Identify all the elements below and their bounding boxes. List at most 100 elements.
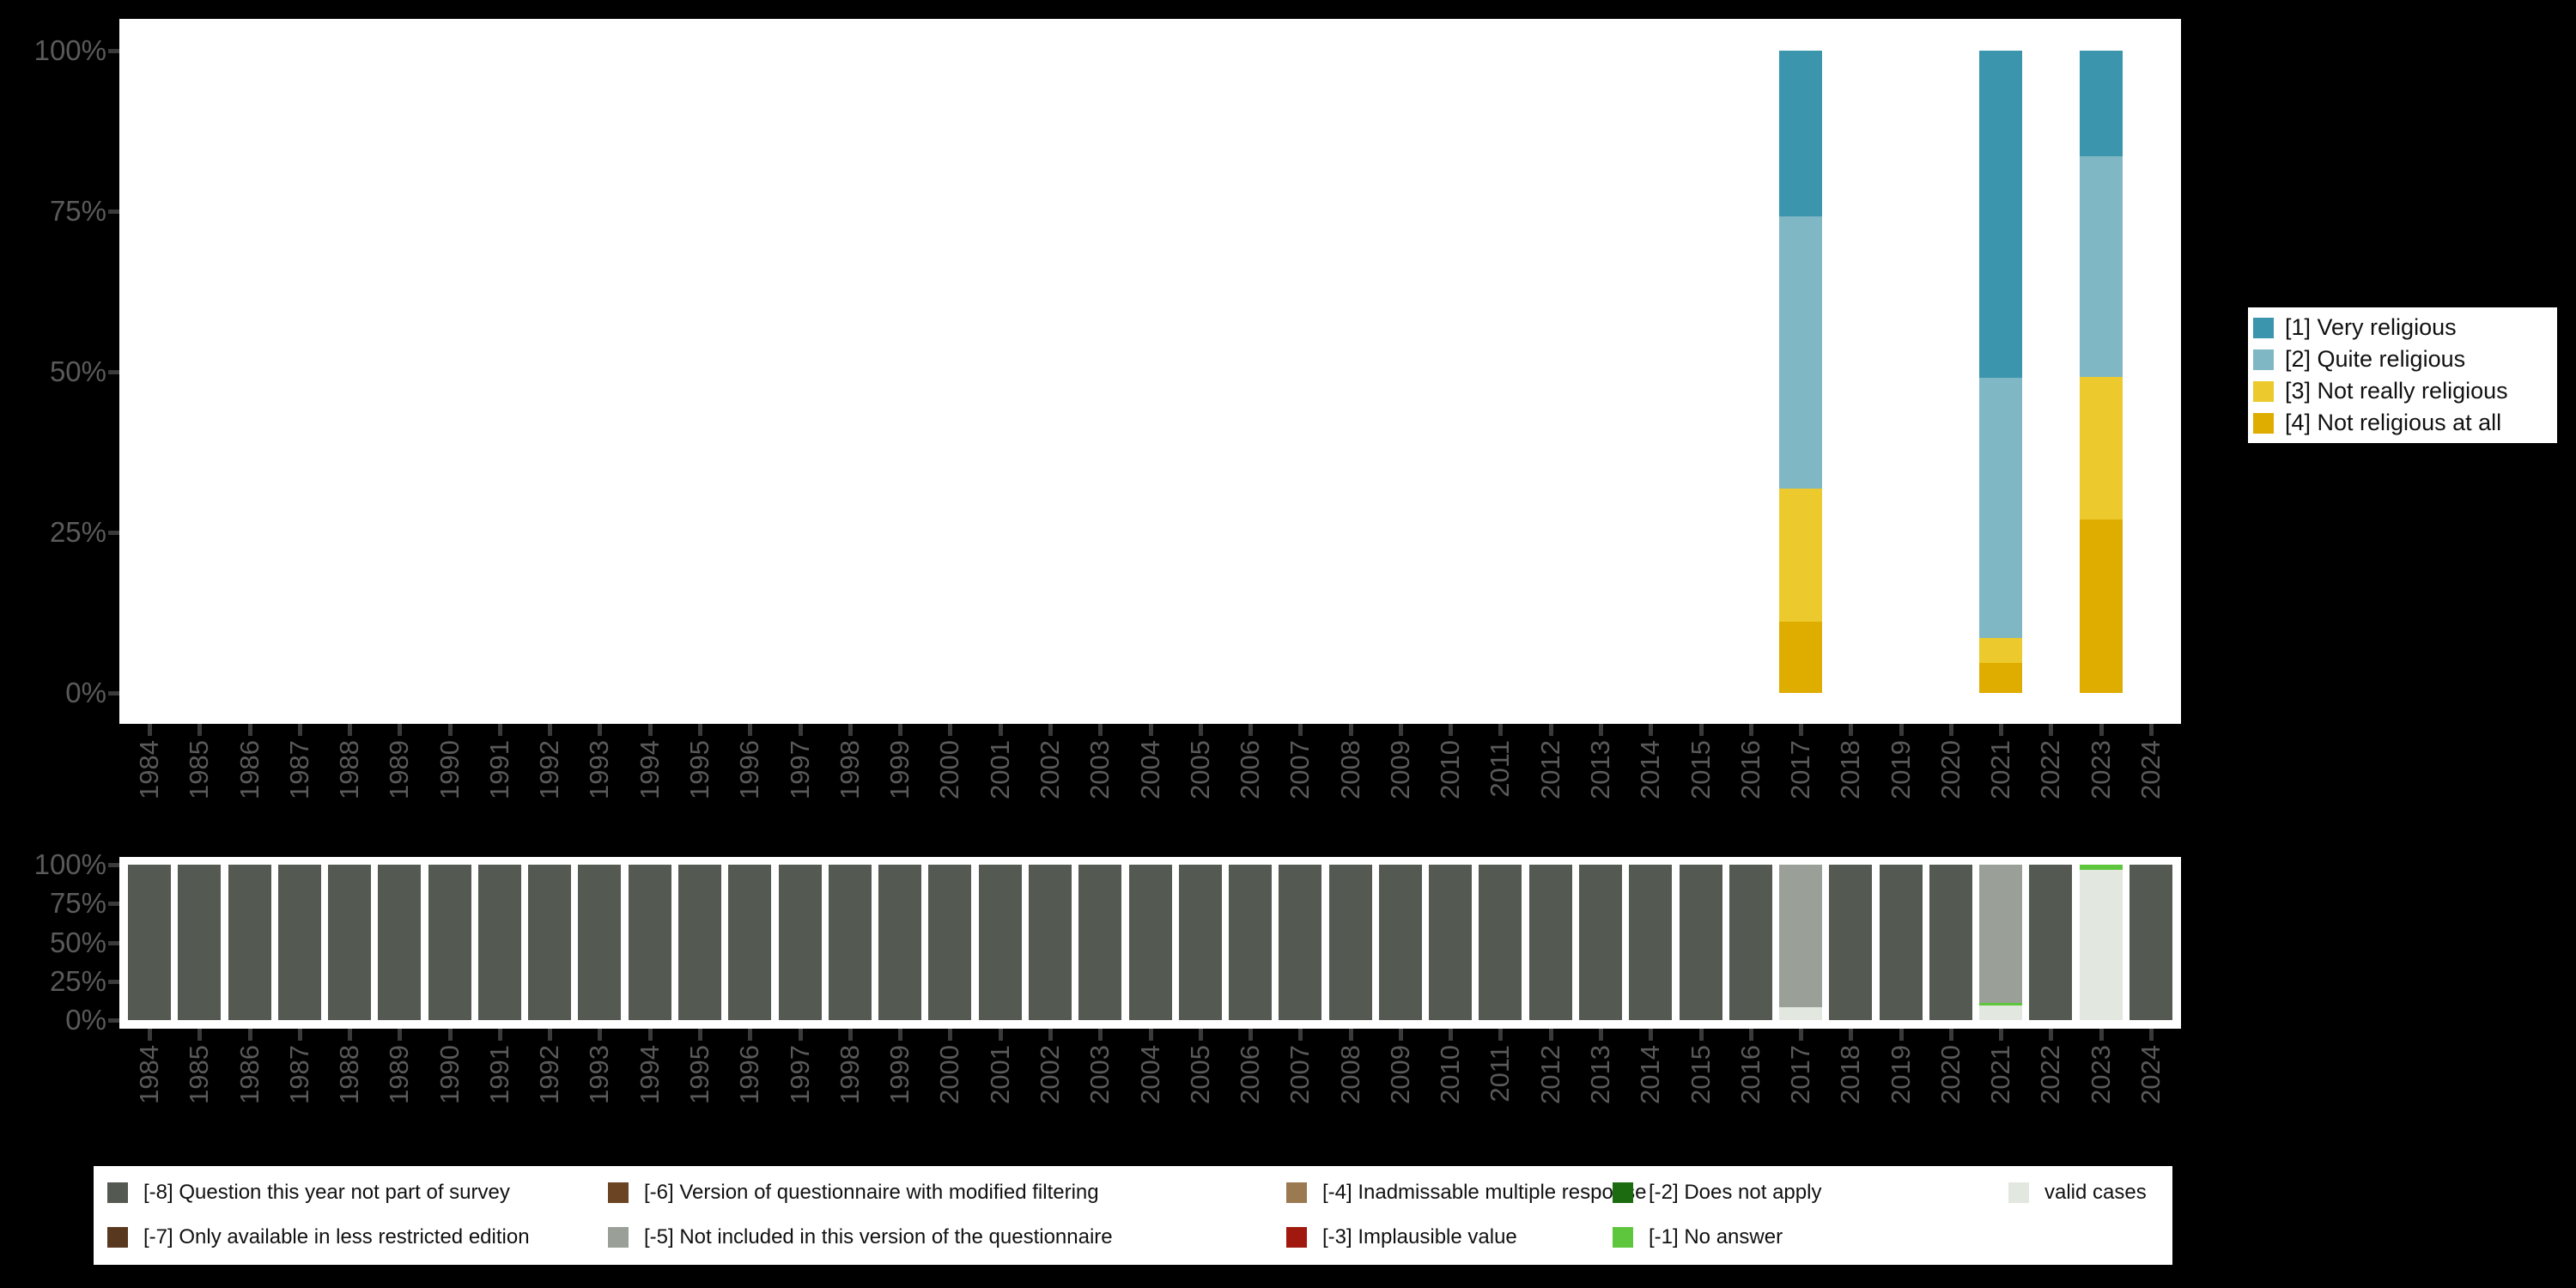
- x-axis-year-label: 2005: [1184, 1045, 1215, 1104]
- bar-1994: [628, 865, 671, 1020]
- bar-2015: [1679, 865, 1722, 1020]
- x-axis-tick: [147, 724, 152, 736]
- segment-4: [1779, 621, 1823, 693]
- x-axis-tick: [1098, 1029, 1103, 1041]
- x-axis-year-label: 2016: [1735, 740, 1765, 799]
- segment-3: [1979, 637, 2023, 663]
- x-axis-year-label: 2010: [1435, 740, 1466, 799]
- legend-label: [-4] Inadmissable multiple response: [1322, 1181, 1647, 1204]
- x-axis-tick: [2099, 724, 2104, 736]
- y-axis-tick: [108, 979, 119, 984]
- x-axis-year-label: 1997: [784, 1045, 815, 1104]
- x-axis-tick: [497, 724, 502, 736]
- legend-item: [-1] No answer: [1613, 1225, 1783, 1249]
- bar-1986: [228, 865, 271, 1020]
- legend-label: [3] Not really religious: [2285, 378, 2508, 404]
- x-axis-tick: [147, 1029, 152, 1041]
- missing-values-legend: [-8] Question this year not part of surv…: [94, 1166, 2172, 1265]
- y-axis-tick: [108, 49, 119, 53]
- x-axis-tick: [1548, 1029, 1553, 1041]
- x-axis-year-label: 1999: [884, 740, 915, 799]
- x-axis-year-label: 2024: [2136, 1045, 2166, 1104]
- x-axis-year-label: 1995: [684, 740, 714, 799]
- legend-item: [-7] Only available in less restricted e…: [107, 1225, 530, 1249]
- bar-2021: [1979, 865, 2023, 1020]
- x-axis-year-label: 1996: [734, 1045, 765, 1104]
- x-axis-year-label: 2009: [1384, 740, 1415, 799]
- bar-1993: [578, 865, 622, 1020]
- segment-4: [2079, 519, 2123, 693]
- legend-item: [-4] Inadmissable multiple response: [1286, 1181, 1647, 1205]
- x-axis-year-label: 1991: [483, 1045, 514, 1104]
- bar-1996: [728, 865, 772, 1020]
- segment--8: [578, 865, 622, 1020]
- x-axis-tick: [848, 1029, 853, 1041]
- y-axis-tick: [108, 691, 119, 696]
- x-axis-year-label: 1988: [334, 1045, 365, 1104]
- legend-swatch-3: [2253, 380, 2274, 402]
- bar-2022: [2029, 865, 2073, 1020]
- x-axis-year-label: 1985: [184, 1045, 215, 1104]
- x-axis-year-label: 2004: [1134, 1045, 1165, 1104]
- bar-1999: [878, 865, 922, 1020]
- x-axis-tick: [698, 724, 702, 736]
- y-axis-label: 75%: [49, 887, 106, 920]
- segment--8: [628, 865, 671, 1020]
- legend-swatch--5: [608, 1227, 629, 1248]
- y-axis-label: 0%: [65, 677, 106, 708]
- x-axis-year-label: 2006: [1235, 740, 1266, 799]
- legend-item: [-3] Implausible value: [1286, 1225, 1517, 1249]
- x-axis-year-label: 2003: [1084, 740, 1115, 799]
- x-axis-year-label: 2010: [1435, 1045, 1466, 1104]
- y-axis-tick: [108, 863, 119, 867]
- x-axis-tick: [1298, 724, 1303, 736]
- bar-1988: [328, 865, 372, 1020]
- x-axis-tick: [1048, 724, 1053, 736]
- bar-2006: [1229, 865, 1273, 1020]
- x-axis-year-label: 2012: [1534, 1045, 1565, 1104]
- bar-2017: [1779, 865, 1823, 1020]
- x-axis-tick: [948, 1029, 953, 1041]
- bar-2003: [1078, 865, 1122, 1020]
- segment--8: [1629, 865, 1673, 1020]
- y-axis-tick: [108, 1018, 119, 1023]
- segment--8: [1078, 865, 1122, 1020]
- legend-label: [-1] No answer: [1649, 1225, 1783, 1249]
- legend-swatch--7: [107, 1227, 128, 1248]
- x-axis-tick: [598, 1029, 603, 1041]
- bar-1997: [778, 865, 822, 1020]
- x-axis-tick: [1449, 1029, 1454, 1041]
- segment-3: [2079, 376, 2123, 520]
- x-axis-year-label: 2020: [1935, 1045, 1965, 1104]
- x-axis-year-label: 1990: [434, 740, 465, 799]
- x-axis-year-label: 1992: [534, 1045, 565, 1104]
- x-axis-tick: [748, 1029, 753, 1041]
- segment-2: [1779, 216, 1823, 489]
- y-axis-label: 100%: [33, 848, 106, 880]
- x-axis-tick: [1748, 1029, 1753, 1041]
- x-axis-year-label: 1988: [334, 740, 365, 799]
- bar-1990: [428, 865, 471, 1020]
- bar-2013: [1578, 865, 1622, 1020]
- x-axis-tick: [1899, 724, 1904, 736]
- x-axis-tick: [247, 1029, 252, 1041]
- segment-3: [1779, 489, 1823, 622]
- x-axis-tick: [1598, 1029, 1603, 1041]
- x-axis-tick: [1649, 724, 1654, 736]
- legend-label: [1] Very religious: [2285, 314, 2457, 340]
- segment--1: [2079, 865, 2123, 870]
- segment--8: [1879, 865, 1923, 1020]
- segment--8: [928, 865, 972, 1020]
- segment--8: [2129, 865, 2173, 1020]
- x-axis-year-label: 2000: [934, 740, 965, 799]
- x-axis-tick: [848, 724, 853, 736]
- y-axis-label: 50%: [49, 355, 106, 387]
- segment-4: [1979, 662, 2023, 693]
- segment--8: [178, 865, 222, 1020]
- x-axis-tick: [2049, 724, 2054, 736]
- bar-1992: [528, 865, 572, 1020]
- x-axis-year-label: 1990: [434, 1045, 465, 1104]
- legend-swatch--1: [1613, 1227, 1633, 1248]
- x-axis-tick: [1698, 1029, 1704, 1041]
- bar-2024: [2129, 865, 2173, 1020]
